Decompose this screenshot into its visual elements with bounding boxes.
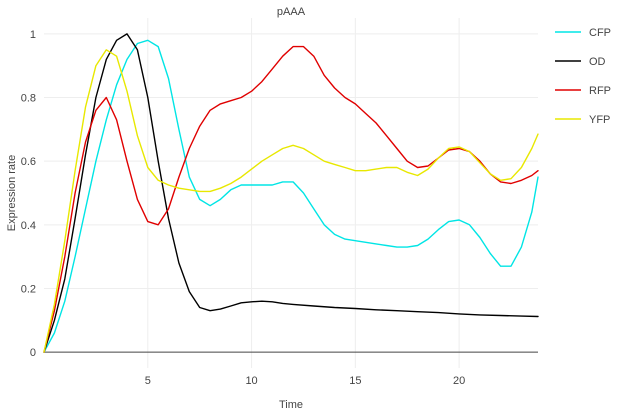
y-tick-label: 1 xyxy=(30,29,36,41)
series-line-yfp xyxy=(43,49,539,353)
legend-item-cfp[interactable]: CFP xyxy=(555,27,611,39)
y-tick-label: 0.4 xyxy=(21,220,36,232)
x-axis-title: Time xyxy=(279,399,303,411)
x-tick-label: 5 xyxy=(145,375,151,387)
y-tick-label: 0.2 xyxy=(21,283,36,295)
series-line-od xyxy=(43,33,539,353)
legend-item-yfp[interactable]: YFP xyxy=(555,114,610,126)
series-line-rfp xyxy=(43,45,539,353)
chart-title: pAAA xyxy=(277,6,306,18)
y-tick-label: 0.6 xyxy=(21,156,36,168)
x-tick-label: 20 xyxy=(453,375,465,387)
x-tick-label: 10 xyxy=(245,375,257,387)
legend[interactable]: CFP OD RFP YFP xyxy=(555,27,611,126)
x-tick-label: 15 xyxy=(349,375,361,387)
gridlines xyxy=(44,18,538,368)
legend-item-rfp[interactable]: RFP xyxy=(555,85,611,97)
series-lines xyxy=(43,33,539,353)
legend-item-od[interactable]: OD xyxy=(555,56,606,68)
y-axis-title: Expression rate xyxy=(6,155,18,231)
legend-label: CFP xyxy=(589,27,611,39)
legend-label: OD xyxy=(589,56,606,68)
series-line-cfp xyxy=(43,39,539,353)
y-tick-label: 0.8 xyxy=(21,93,36,105)
y-tick-label: 0 xyxy=(30,347,36,359)
legend-label: RFP xyxy=(589,85,611,97)
axes: 00.20.40.60.815 10 15 20 xyxy=(21,29,466,387)
legend-label: YFP xyxy=(589,114,610,126)
